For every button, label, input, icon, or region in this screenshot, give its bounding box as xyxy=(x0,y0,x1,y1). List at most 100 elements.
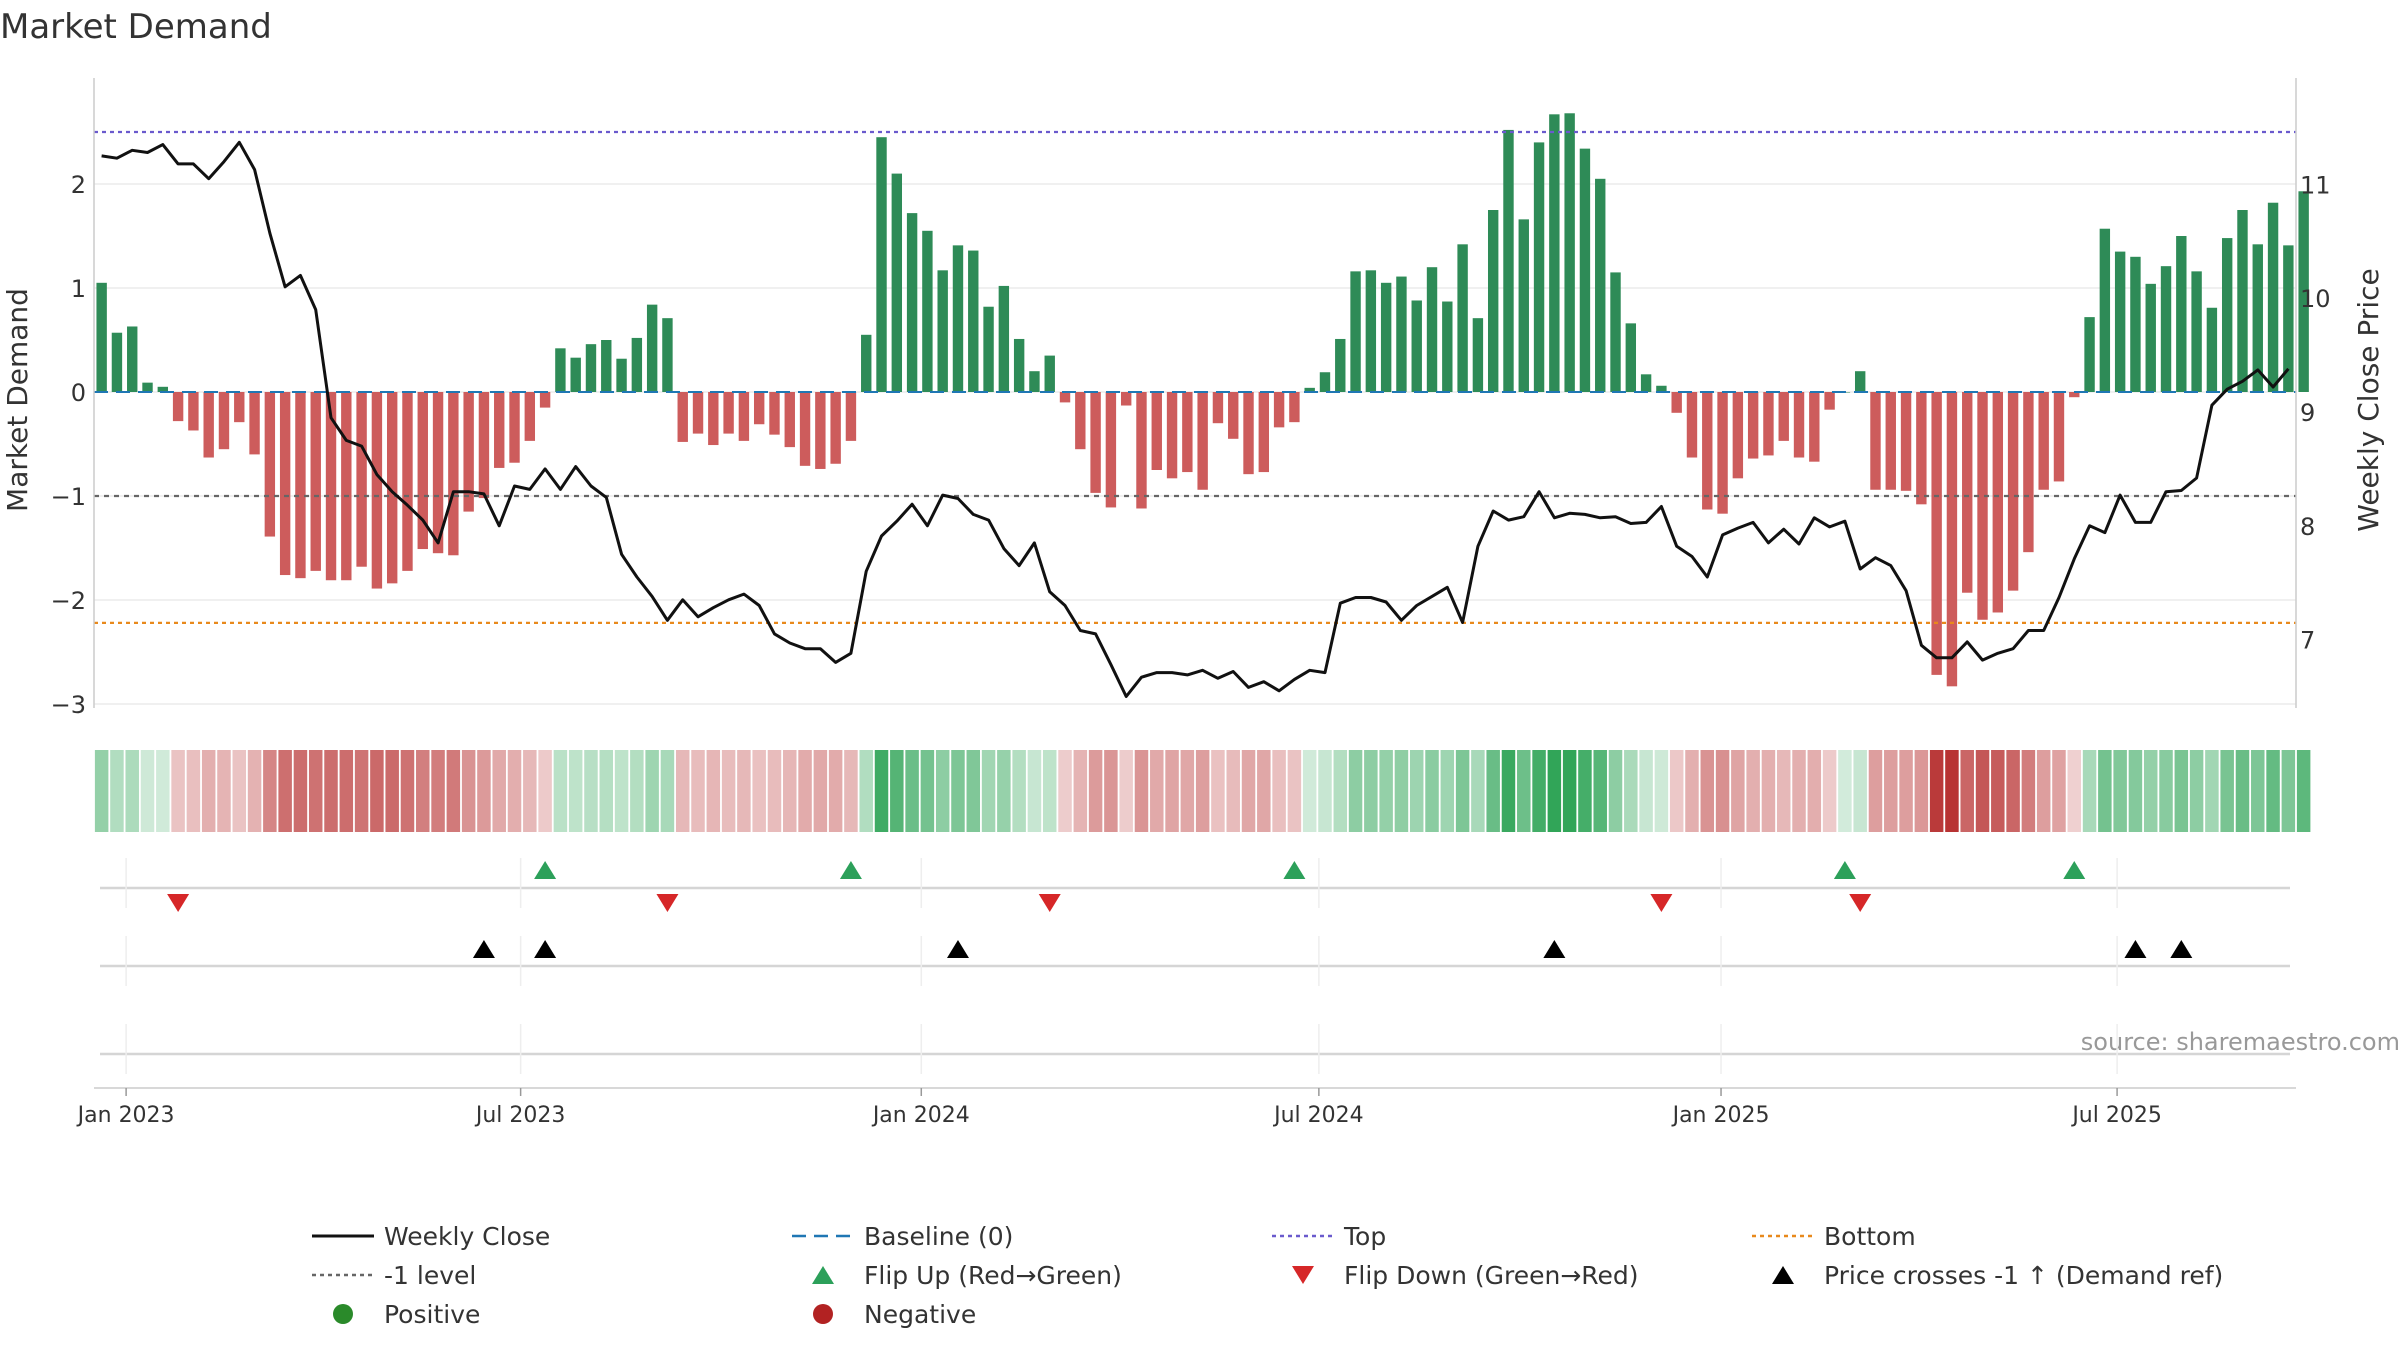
legend-label: -1 level xyxy=(384,1261,476,1290)
legend-triangle-up-symbol xyxy=(1772,1266,1794,1284)
demand-bar xyxy=(295,392,306,579)
price-cross-marker xyxy=(1543,940,1566,958)
left-tick-label: −2 xyxy=(51,587,86,615)
demand-bar xyxy=(784,392,795,448)
flip-up-marker xyxy=(839,861,862,879)
demand-bar xyxy=(1793,392,1805,458)
demand-bar xyxy=(432,392,444,554)
flip-up-marker xyxy=(2063,861,2086,879)
heat-cell xyxy=(247,750,262,832)
heat-cell xyxy=(1058,750,1072,832)
demand-bar xyxy=(310,392,321,571)
demand-bar xyxy=(2206,307,2218,392)
heat-cell xyxy=(1272,750,1286,832)
demand-bar xyxy=(264,392,276,537)
chart-title: Market Demand xyxy=(0,7,272,47)
heat-cell xyxy=(446,750,461,832)
demand-bar xyxy=(1426,267,1438,392)
heat-cell xyxy=(1379,750,1393,832)
demand-bar xyxy=(1090,392,1101,493)
heat-cell xyxy=(2205,750,2219,832)
demand-bar xyxy=(386,392,398,584)
heat-cell xyxy=(1486,750,1500,832)
heat-cell xyxy=(1302,750,1317,832)
heat-cell xyxy=(1211,750,1225,832)
demand-bar xyxy=(1656,385,1667,392)
demand-bar xyxy=(463,392,474,512)
heat-cell xyxy=(156,750,170,832)
heat-cell xyxy=(400,750,415,832)
heat-cell xyxy=(1532,750,1546,832)
heat-cell xyxy=(1945,750,1959,832)
demand-bar xyxy=(708,392,719,446)
heat-cell xyxy=(2174,750,2189,832)
demand-bar xyxy=(1702,392,1713,510)
heat-cell xyxy=(1776,750,1791,832)
heat-cell xyxy=(186,750,201,832)
demand-bar xyxy=(2176,236,2187,392)
heat-cell xyxy=(1318,750,1332,832)
demand-bar xyxy=(601,340,612,392)
demand-bar xyxy=(769,392,780,435)
price-cross-marker xyxy=(2170,940,2193,958)
heat-cell xyxy=(1669,750,1684,832)
legend-label: Positive xyxy=(384,1300,480,1329)
heat-cell xyxy=(568,750,583,832)
demand-bar xyxy=(1411,300,1422,392)
demand-bar xyxy=(325,392,337,581)
demand-bar xyxy=(2130,256,2141,392)
demand-bar xyxy=(1335,338,1346,392)
demand-bar xyxy=(1946,392,1958,687)
demand-bar xyxy=(1870,392,1881,490)
heat-cell xyxy=(920,750,935,832)
demand-bar xyxy=(509,392,520,463)
heat-cell xyxy=(584,750,598,832)
heat-cell xyxy=(2067,750,2082,832)
heat-cell xyxy=(1639,750,1653,832)
heat-cell xyxy=(1073,750,1088,832)
demand-bar xyxy=(1686,392,1698,458)
demand-bar xyxy=(723,392,734,434)
heat-cell xyxy=(1425,750,1439,832)
right-tick-label: 7 xyxy=(2300,627,2315,655)
heat-cell xyxy=(1593,750,1607,832)
heat-cell xyxy=(1150,750,1164,832)
heat-cell xyxy=(324,750,338,832)
demand-bar xyxy=(478,392,490,499)
heat-cell xyxy=(1853,750,1867,832)
demand-bar xyxy=(2283,245,2294,392)
heat-cell xyxy=(1104,750,1118,832)
heat-cell xyxy=(2052,750,2066,832)
heat-cell xyxy=(1180,750,1195,832)
demand-bar xyxy=(371,392,383,589)
legend: Weekly Close Baseline (0) Top Bottom -1 leve… xyxy=(312,1222,2223,1329)
demand-bar xyxy=(1549,114,1560,392)
heat-cell xyxy=(2159,750,2173,832)
demand-bar xyxy=(815,392,826,469)
heat-cell xyxy=(2189,750,2204,832)
legend-item: Baseline (0) xyxy=(792,1222,1013,1251)
heat-cell xyxy=(2036,750,2051,832)
legend-circle-symbol xyxy=(813,1304,833,1324)
heat-cell xyxy=(94,750,109,832)
legend-label: Bottom xyxy=(1824,1222,1916,1251)
demand-bar xyxy=(1182,392,1193,473)
heat-cell xyxy=(660,750,675,832)
demand-bar xyxy=(799,392,811,466)
heat-cell xyxy=(370,750,384,832)
legend-label: Negative xyxy=(864,1300,976,1329)
demand-bar xyxy=(1304,387,1315,392)
weekly-close-line xyxy=(101,140,2290,698)
demand-bar xyxy=(1350,271,1361,392)
demand-bar xyxy=(188,392,199,431)
x-tick-label: Jan 2024 xyxy=(871,1103,970,1128)
heat-cell xyxy=(232,750,247,832)
heat-cell xyxy=(1731,750,1745,832)
heat-cell xyxy=(385,750,399,832)
heat-cell xyxy=(110,750,124,832)
x-axis-ticks: Jan 2023 Jul 2023 Jan 2024 Jul 2024 Jan 2025… xyxy=(76,1088,2162,1128)
heat-cell xyxy=(278,750,292,832)
demand-bar xyxy=(2160,266,2172,392)
demand-bar xyxy=(1029,371,1040,392)
